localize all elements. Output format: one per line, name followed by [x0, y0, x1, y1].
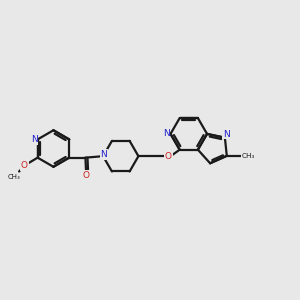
Text: N: N: [223, 130, 230, 139]
Text: CH₃: CH₃: [8, 174, 20, 180]
Text: O: O: [21, 161, 28, 170]
Text: N: N: [31, 135, 38, 144]
Text: O: O: [82, 170, 89, 179]
Text: N: N: [163, 129, 170, 138]
Text: N: N: [100, 150, 107, 159]
Text: CH₃: CH₃: [241, 153, 255, 159]
Text: O: O: [165, 152, 172, 161]
